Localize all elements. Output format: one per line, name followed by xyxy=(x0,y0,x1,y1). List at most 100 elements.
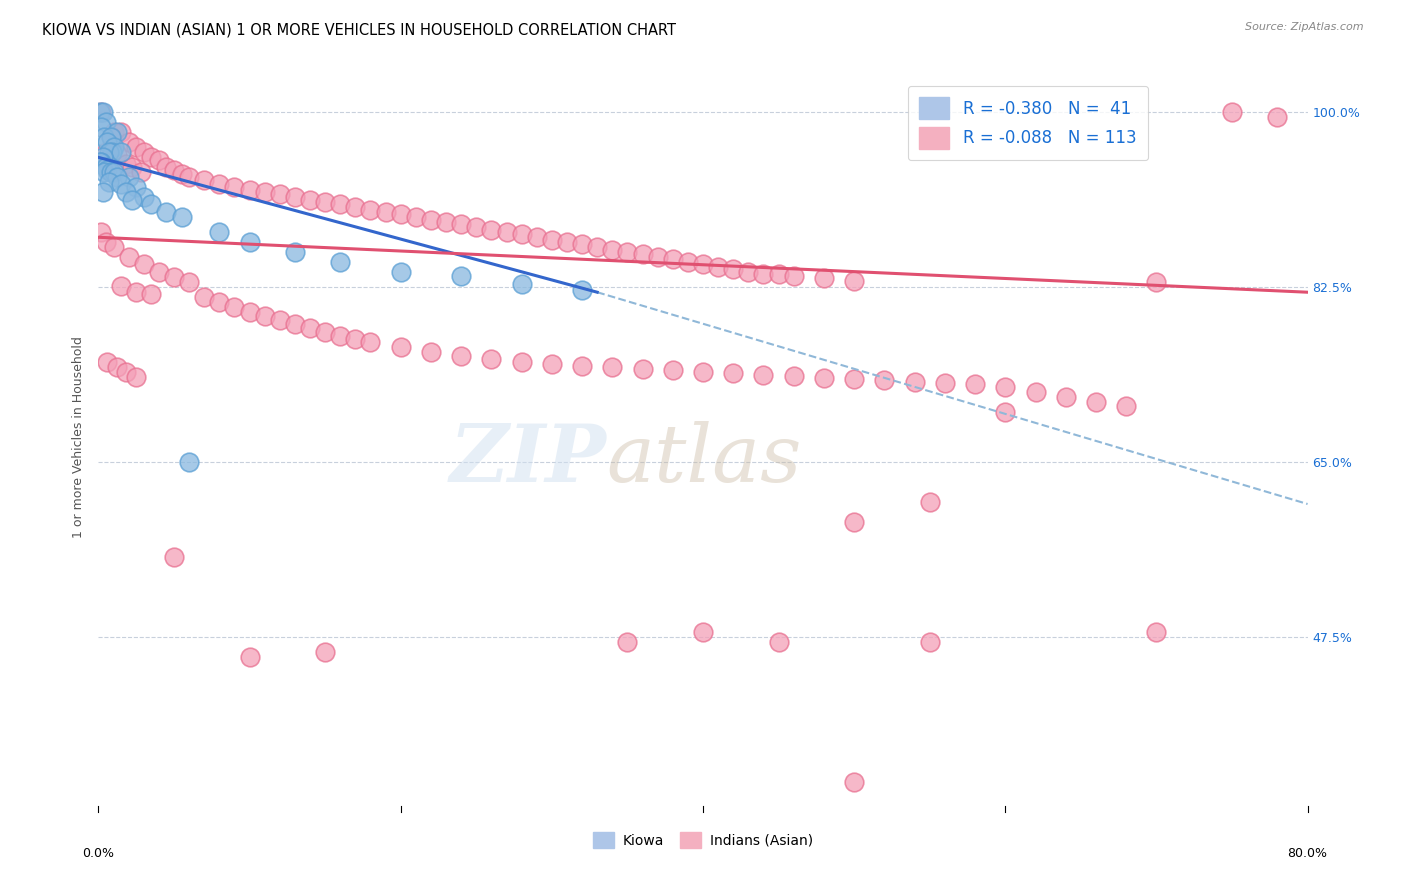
Point xyxy=(94,161,117,175)
Point xyxy=(571,237,593,252)
Point xyxy=(91,150,114,164)
Point xyxy=(1054,390,1077,404)
Point xyxy=(98,145,121,160)
Point xyxy=(934,376,956,391)
Point xyxy=(918,635,941,649)
Point xyxy=(344,200,367,214)
Point xyxy=(540,233,562,247)
Point xyxy=(420,345,443,359)
Point xyxy=(329,329,352,343)
Point xyxy=(389,340,412,354)
Point xyxy=(360,335,382,350)
Point xyxy=(121,161,143,175)
Point xyxy=(170,167,193,181)
Point xyxy=(389,265,412,279)
Point xyxy=(405,211,427,225)
Point xyxy=(602,360,624,375)
Point xyxy=(1267,111,1289,125)
Point xyxy=(91,105,114,120)
Point xyxy=(602,244,624,258)
Point xyxy=(692,257,714,271)
Point xyxy=(239,235,262,250)
Point xyxy=(269,187,291,202)
Point xyxy=(114,365,136,379)
Point xyxy=(1085,395,1108,409)
Point xyxy=(481,352,503,367)
Point xyxy=(105,360,128,375)
Point xyxy=(510,277,533,292)
Point xyxy=(465,220,488,235)
Point xyxy=(193,290,215,304)
Point xyxy=(100,130,122,145)
Point xyxy=(571,283,593,297)
Point xyxy=(105,147,128,161)
Point xyxy=(141,287,163,301)
Point xyxy=(94,145,117,160)
Point xyxy=(103,165,125,179)
Point xyxy=(269,313,291,327)
Point xyxy=(98,175,121,189)
Point xyxy=(994,405,1017,419)
Point xyxy=(783,369,806,384)
Point xyxy=(141,150,163,164)
Point xyxy=(661,252,683,267)
Point xyxy=(93,130,115,145)
Point xyxy=(616,635,638,649)
Point xyxy=(1220,105,1243,120)
Point xyxy=(1144,624,1167,639)
Text: 80.0%: 80.0% xyxy=(1288,847,1327,860)
Point xyxy=(844,274,866,288)
Point xyxy=(844,774,866,789)
Point xyxy=(253,309,276,323)
Point xyxy=(616,245,638,260)
Point xyxy=(125,180,148,194)
Point xyxy=(783,269,806,284)
Point xyxy=(813,371,835,385)
Point xyxy=(450,217,472,231)
Point xyxy=(965,377,987,392)
Point xyxy=(125,140,148,154)
Point xyxy=(239,649,262,664)
Point xyxy=(1115,399,1137,413)
Point xyxy=(93,165,115,179)
Point xyxy=(723,366,745,380)
Point xyxy=(89,155,111,169)
Point xyxy=(844,372,866,386)
Legend: Kiowa, Indians (Asian): Kiowa, Indians (Asian) xyxy=(588,826,818,854)
Point xyxy=(918,495,941,509)
Point xyxy=(631,362,654,376)
Point xyxy=(110,279,132,293)
Text: Source: ZipAtlas.com: Source: ZipAtlas.com xyxy=(1246,22,1364,32)
Point xyxy=(114,157,136,171)
Point xyxy=(571,359,593,373)
Point xyxy=(813,271,835,285)
Point xyxy=(132,257,155,271)
Point xyxy=(344,332,367,346)
Point xyxy=(163,270,186,285)
Point xyxy=(110,178,132,192)
Point xyxy=(329,255,352,269)
Point xyxy=(179,455,201,469)
Point xyxy=(752,267,775,281)
Point xyxy=(155,205,177,219)
Point xyxy=(253,186,276,200)
Point xyxy=(768,635,790,649)
Y-axis label: 1 or more Vehicles in Household: 1 or more Vehicles in Household xyxy=(72,336,86,538)
Text: ZIP: ZIP xyxy=(450,421,606,499)
Point xyxy=(101,145,124,160)
Point xyxy=(299,321,322,335)
Point xyxy=(224,300,246,314)
Point xyxy=(555,235,578,250)
Point xyxy=(510,227,533,242)
Point xyxy=(752,368,775,383)
Point xyxy=(389,207,412,221)
Point xyxy=(314,645,336,659)
Point xyxy=(284,190,307,204)
Point xyxy=(103,125,125,139)
Text: atlas: atlas xyxy=(606,421,801,499)
Point xyxy=(121,194,143,208)
Point xyxy=(90,225,112,239)
Point xyxy=(141,197,163,211)
Point xyxy=(89,105,111,120)
Point xyxy=(723,262,745,277)
